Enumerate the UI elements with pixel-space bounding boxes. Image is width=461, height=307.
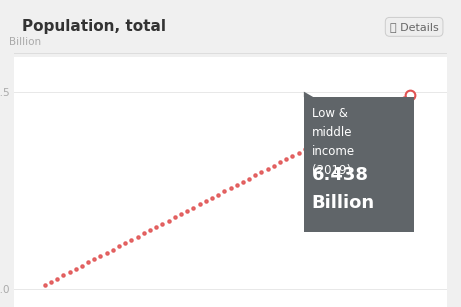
Text: Billion: Billion (10, 37, 41, 47)
Text: 6.438: 6.438 (312, 166, 369, 185)
Text: Billion: Billion (312, 194, 375, 212)
Text: middle: middle (312, 126, 352, 139)
Text: (2019): (2019) (312, 165, 351, 177)
Text: income: income (312, 145, 355, 158)
FancyBboxPatch shape (304, 97, 414, 232)
Text: Population, total: Population, total (23, 19, 166, 34)
Polygon shape (304, 91, 313, 97)
Text: ⓘ Details: ⓘ Details (390, 22, 438, 32)
Text: Low &: Low & (312, 107, 348, 120)
